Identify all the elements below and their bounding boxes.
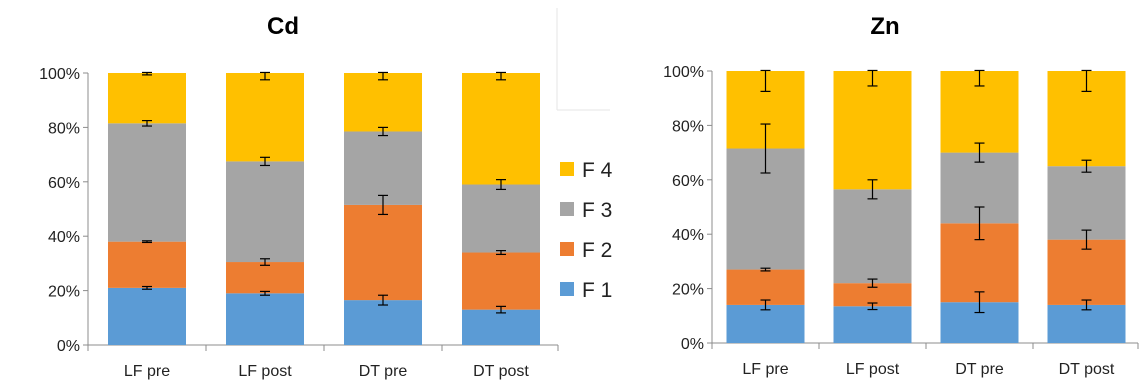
bar-segment <box>462 252 540 310</box>
bar-segment <box>344 131 422 205</box>
y-tick-label: 40% <box>672 227 704 244</box>
bar-segment <box>726 304 805 343</box>
legend-label: F 1 <box>582 279 612 302</box>
bar-segment <box>462 309 540 345</box>
bar-segment <box>226 293 304 345</box>
x-tick-label: DT post <box>473 363 529 380</box>
bar-segment <box>108 123 186 242</box>
bar-segment <box>344 300 422 345</box>
legend-label: F 4 <box>582 159 613 182</box>
legend-item: F 3 <box>560 199 612 222</box>
bar-segment <box>833 189 912 284</box>
bar-segment <box>344 73 422 132</box>
bar-segment <box>462 73 540 185</box>
x-tick-label: LF post <box>238 363 292 380</box>
y-tick-label: 20% <box>672 282 704 299</box>
legend-label: F 2 <box>582 239 612 262</box>
x-tick-label: LF post <box>846 361 900 378</box>
bar-segment <box>108 287 186 345</box>
y-tick-label: 80% <box>672 118 704 135</box>
bar-segment <box>833 306 912 343</box>
y-tick-label: 100% <box>39 66 80 83</box>
x-tick-label: DT pre <box>359 363 408 380</box>
y-tick-label: 0% <box>681 336 704 353</box>
bar-segment <box>726 269 805 305</box>
bar-segment <box>344 204 422 301</box>
bar-segment <box>833 71 912 190</box>
chart-title: Zn <box>870 13 899 40</box>
x-tick-label: DT post <box>1059 361 1115 378</box>
legend-swatch <box>560 202 574 216</box>
legend-swatch <box>560 242 574 256</box>
legend-item: F 2 <box>560 239 612 262</box>
bar-segment <box>108 73 186 124</box>
bar-segment <box>1047 166 1126 240</box>
y-tick-label: 0% <box>57 338 80 355</box>
x-tick-label: LF pre <box>742 361 788 378</box>
legend-swatch <box>560 162 574 176</box>
bar-segment <box>226 73 304 162</box>
bar-segment <box>833 283 912 307</box>
bar-segment <box>1047 239 1126 305</box>
bar-segment <box>226 262 304 294</box>
y-tick-label: 20% <box>48 284 80 301</box>
x-tick-label: DT pre <box>955 361 1004 378</box>
legend-swatch <box>560 282 574 296</box>
legend: F 4 F 3 F 2 F 1 <box>560 159 613 302</box>
bar-segment <box>1047 304 1126 343</box>
bar-segment <box>462 184 540 253</box>
y-tick-label: 60% <box>48 175 80 192</box>
bar-segment <box>226 161 304 263</box>
x-tick-label: LF pre <box>124 363 170 380</box>
chart-title: Cd <box>267 13 299 40</box>
chart-cd: Cd 0% 20% 40% 60% 80% 100% LF pre LF post DT pre… <box>39 13 559 380</box>
y-tick-label: 40% <box>48 229 80 246</box>
y-tick-label: 80% <box>48 120 80 137</box>
y-tick-label: 60% <box>672 173 704 190</box>
legend-item: F 4 <box>560 159 613 182</box>
chart-zn: Zn 0% 20% 40% 60% 80% 100% LF pre LF post DT pre… <box>663 13 1139 378</box>
legend-label: F 3 <box>582 199 612 222</box>
legend-item: F 1 <box>560 279 612 302</box>
bar-segment <box>108 241 186 288</box>
y-tick-label: 100% <box>663 64 704 81</box>
